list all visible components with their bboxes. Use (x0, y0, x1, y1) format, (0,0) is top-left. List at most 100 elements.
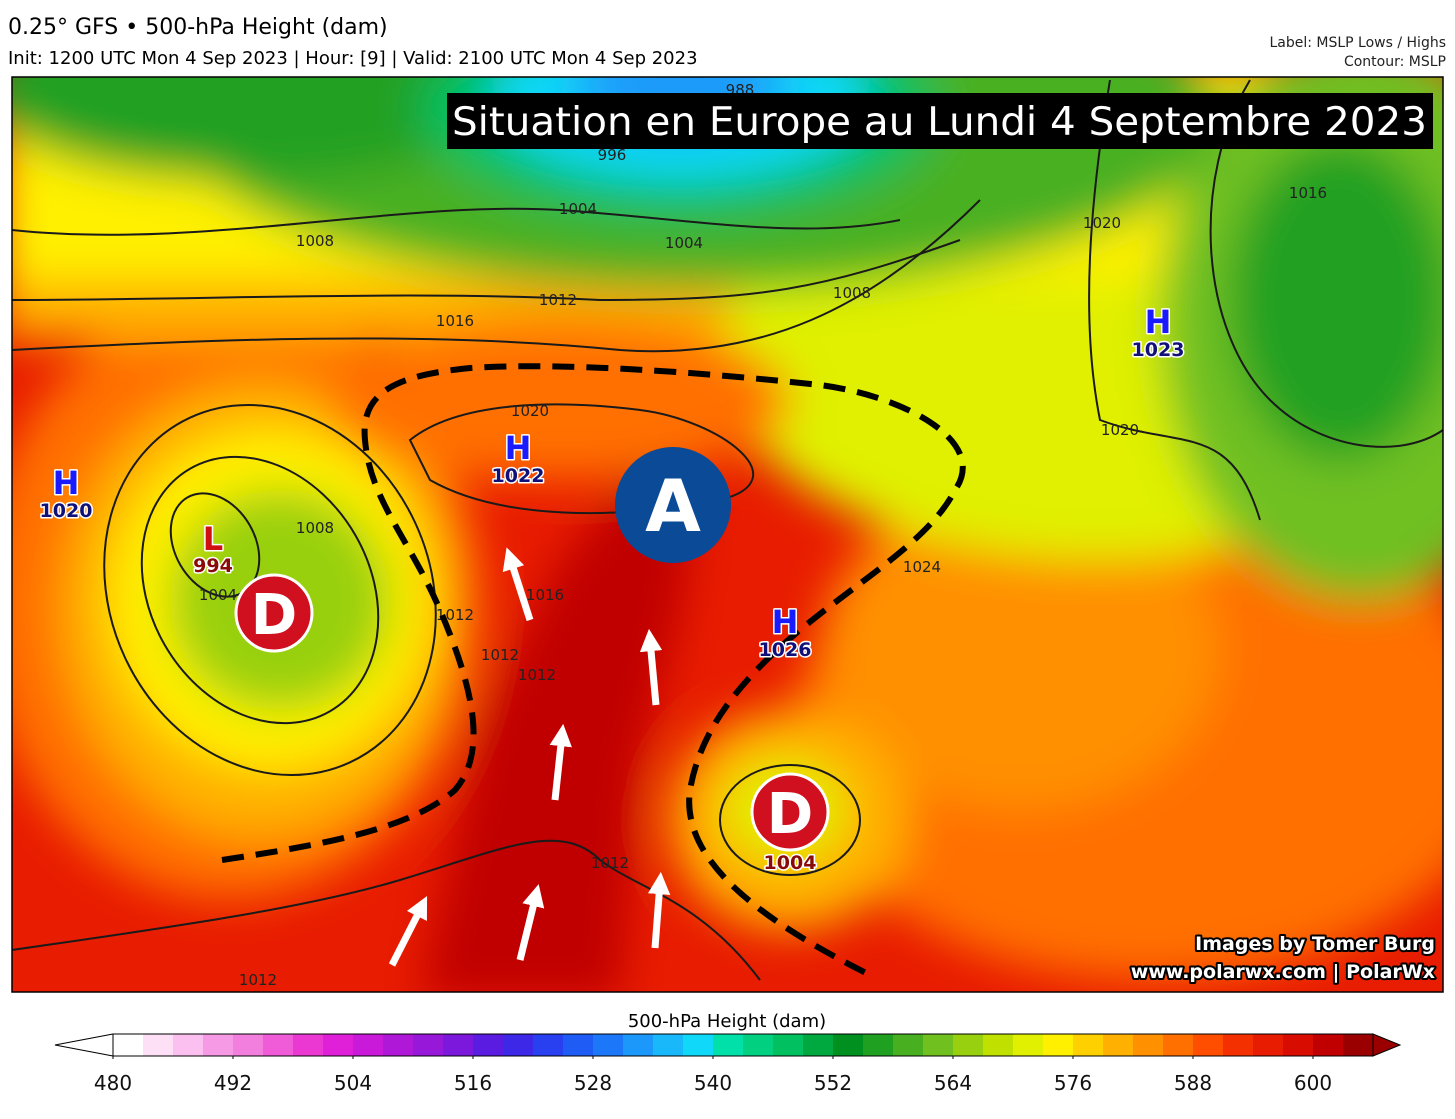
colorbar-bin (653, 1034, 684, 1056)
colorbar-bin (1043, 1034, 1074, 1056)
colorbar-bin (563, 1034, 594, 1056)
colorbar-bin (953, 1034, 984, 1056)
contour-label: 1020 (1083, 214, 1121, 232)
center-value: 1004 (764, 852, 817, 874)
label-info: Label: MSLP Lows / Highs (1269, 35, 1446, 51)
center-value: 1022 (492, 465, 545, 487)
contour-label: 1012 (518, 666, 556, 684)
colorbar-bin (713, 1034, 744, 1056)
colorbar-tick-label: 492 (214, 1071, 252, 1095)
contour-label: 1008 (296, 232, 334, 250)
colorbar: 480 492 504 516 528 540 552 564 576 588 600 (54, 1033, 1402, 1095)
low-marker (750, 772, 830, 852)
map-frame (11, 76, 1444, 993)
colorbar-tick-label: 564 (934, 1071, 972, 1095)
colorbar-bin (233, 1034, 264, 1056)
colorbar-tick-label: 504 (334, 1071, 372, 1095)
colorbar-bin (1223, 1034, 1254, 1056)
colorbar-bin (533, 1034, 564, 1056)
center-value: 994 (193, 555, 233, 577)
contour-label: 1016 (526, 586, 564, 604)
colorbar-bin (623, 1034, 654, 1056)
contour-line (12, 239, 961, 302)
flow-arrow (647, 871, 671, 949)
colorbar-bin (1283, 1034, 1314, 1056)
field-blob (1230, 140, 1443, 460)
colorbar-bin (293, 1034, 324, 1056)
colorbar-bin (323, 1034, 354, 1056)
colorbar-bin (413, 1034, 444, 1056)
colorbar-bin (923, 1034, 954, 1056)
credit: www.polarwx.com | PolarWx (1131, 961, 1435, 983)
colorbar-tick-label: 576 (1054, 1071, 1092, 1095)
mslp-contours (12, 79, 1443, 981)
colorbar-bin (893, 1034, 924, 1056)
colorbar-bin (1013, 1034, 1044, 1056)
colorbar-arrow-low (54, 1033, 114, 1057)
contour-line (719, 764, 861, 876)
colorbar-bin (173, 1034, 204, 1056)
center-letter: H (1145, 303, 1172, 341)
center-value: 1023 (1132, 339, 1185, 361)
banner-text: Situation en Europe au Lundi 4 Septembre… (452, 100, 1427, 145)
center-letter: H (53, 464, 80, 502)
contour-label: 1008 (296, 519, 334, 537)
center-letter: L (203, 520, 223, 558)
contour-label: 1008 (833, 284, 871, 302)
colorbar-tick-label: 588 (1174, 1071, 1212, 1095)
colorbar-bin (1073, 1034, 1104, 1056)
colorbar-title: 500-hPa Height (dam) (628, 1011, 826, 1032)
contour-line (12, 199, 981, 353)
contour-label: 1012 (591, 854, 629, 872)
colorbar-bin (683, 1034, 714, 1056)
flow-arrow (516, 884, 545, 961)
center-value: 1020 (40, 500, 93, 522)
colorbar-bin (113, 1034, 144, 1056)
contour-line (408, 403, 755, 515)
field-blob (330, 320, 790, 480)
field-blob (820, 490, 1220, 810)
dashed-lines (221, 363, 966, 978)
header-title: 0.25° GFS • 500-hPa Height (dam) (8, 15, 388, 40)
low-letter: D (767, 782, 813, 847)
dashed-line (221, 363, 966, 978)
colorbar-bin (503, 1034, 534, 1056)
colorbar-bin (773, 1034, 804, 1056)
colorbar-bin (833, 1034, 864, 1056)
map-field (12, 77, 1443, 992)
annotations: A D D (234, 447, 830, 852)
contour-label: 1012 (239, 971, 277, 989)
contour-line (103, 404, 437, 776)
banner-box (447, 93, 1433, 149)
colorbar-bin (1253, 1034, 1284, 1056)
colorbar-bin (353, 1034, 384, 1056)
colorbar-frame (112, 1033, 1374, 1057)
colorbar-tick-label: 600 (1294, 1071, 1332, 1095)
colorbar-bin (743, 1034, 774, 1056)
contour-label: 1020 (1101, 421, 1139, 439)
colorbar-tick-label: 480 (94, 1071, 132, 1095)
contour-labels: 988 996 1004 1004 1008 1008 1012 1016 10… (199, 81, 1327, 989)
contour-label: 1012 (539, 291, 577, 309)
colorbar-bin (1163, 1034, 1194, 1056)
contour-label: 1020 (511, 402, 549, 420)
flow-arrow (388, 896, 428, 967)
field-blob (12, 77, 520, 180)
center-value: 1026 (759, 639, 812, 661)
colorbar-bin (473, 1034, 504, 1056)
colorbar-bin (443, 1034, 474, 1056)
contour-line (1088, 79, 1261, 521)
flow-arrow (502, 547, 534, 622)
colorbar-bin (1193, 1034, 1224, 1056)
colorbar-bin (983, 1034, 1014, 1056)
center-letter: H (772, 603, 799, 641)
colorbar-bin (1313, 1034, 1344, 1056)
header-subtitle: Init: 1200 UTC Mon 4 Sep 2023 | Hour: [9… (8, 48, 698, 69)
credit: Images by Tomer Burg (1195, 933, 1435, 955)
low-letter: D (251, 583, 297, 648)
contour-label: 1016 (1289, 184, 1327, 202)
contour-label: 1024 (903, 558, 941, 576)
colorbar-arrow-high (1372, 1033, 1402, 1057)
colorbar-bin (143, 1034, 174, 1056)
